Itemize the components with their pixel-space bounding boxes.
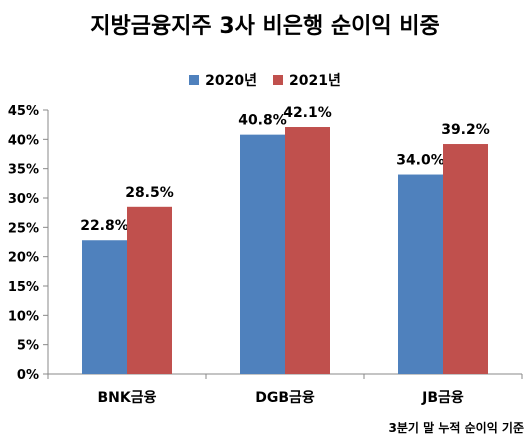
footnote: 3분기 말 누적 순이익 기준 [388,421,524,435]
bar-2021 [285,127,330,374]
y-tick-label: 30% [8,192,39,207]
y-tick-label: 5% [17,339,39,354]
legend-swatch-2020 [189,75,200,85]
chart-legend: 2020년 2021년 [0,70,530,90]
x-category-label: JB금융 [421,390,464,406]
x-category-label: DGB금융 [255,390,315,406]
data-label: 28.5% [125,185,174,201]
bar-2020 [398,174,443,374]
legend-swatch-2021 [273,75,283,85]
legend-label-2020: 2020년 [205,73,257,89]
data-label: 42.1% [283,105,332,121]
data-label: 22.8% [80,218,129,234]
y-tick-label: 45% [8,104,39,119]
y-tick-label: 10% [8,309,39,324]
y-tick-label: 0% [17,368,39,383]
bar-2021 [443,144,488,374]
chart-title: 지방금융지주 3사 비은행 순이익 비중 [90,14,440,39]
data-label: 34.0% [396,153,445,169]
legend-label-2021: 2021년 [289,73,341,89]
y-tick-label: 15% [8,280,39,295]
legend-item-2020: 2020년 [189,70,257,90]
y-tick-label: 35% [8,163,39,178]
legend-item-2021: 2021년 [273,70,341,90]
data-label: 39.2% [441,122,490,138]
x-category-label: BNK금융 [98,390,157,406]
bar-2020 [240,134,285,374]
y-tick-label: 25% [8,221,39,236]
bar-2021 [127,206,172,374]
y-tick-label: 20% [8,251,39,266]
data-label: 40.8% [238,113,287,129]
bar-2020 [82,240,127,374]
y-tick-label: 40% [8,133,39,148]
